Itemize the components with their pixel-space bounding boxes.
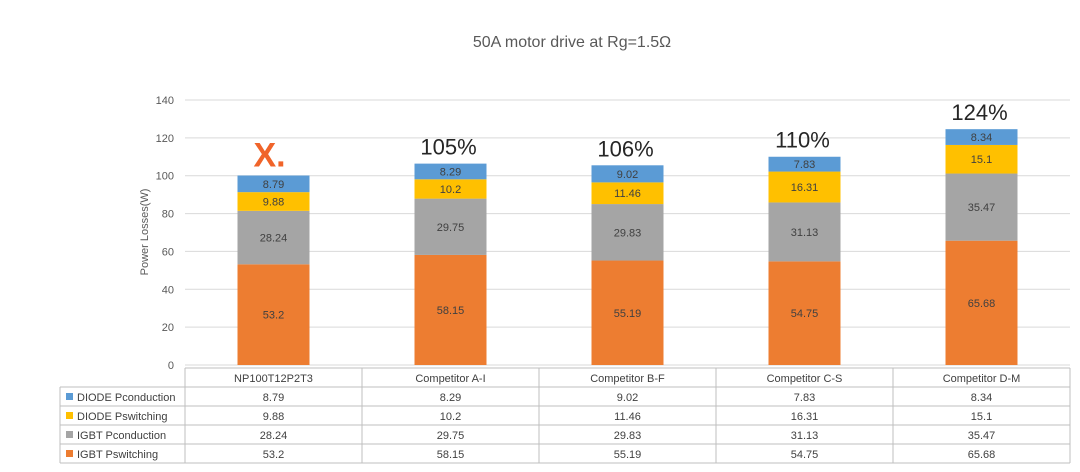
y-tick-label-80: 80	[162, 209, 174, 221]
data-label-igbt-pswitching-competitor-a-i: 58.15	[437, 305, 465, 317]
bar-diode-pswitching-competitor-d-m	[945, 144, 1018, 174]
data-label-diode-pconduction-competitor-a-i: 8.29	[440, 166, 461, 178]
y-axis-ticks: 0 20 40 60 80 100 120 140	[156, 95, 174, 372]
data-label-diode-pswitching-competitor-a-i: 10.2	[440, 184, 461, 196]
bar-igbt-pconduction-competitor-c-s	[768, 202, 841, 262]
legend-label-diode-pconduction: DIODE Pconduction	[77, 392, 175, 404]
x-tick-label-competitor-c-s: Competitor C-S	[767, 373, 843, 385]
data-label-igbt-pswitching-competitor-c-s: 54.75	[791, 308, 819, 320]
percent-annotation-competitor-a-i: 105%	[420, 135, 476, 160]
y-tick-label-40: 40	[162, 284, 174, 296]
table-cell-diode-pconduction-competitor-c-s: 7.83	[794, 392, 815, 404]
table-cell-diode-pconduction-competitor-d-m: 8.34	[971, 392, 992, 404]
y-tick-label-60: 60	[162, 246, 174, 258]
table-cell-diode-pswitching-np100t12p2t3: 9.88	[263, 411, 284, 423]
percent-annotation-competitor-c-s: 110%	[775, 128, 830, 153]
table-cell-diode-pconduction-competitor-a-i: 8.29	[440, 392, 461, 404]
bar-diode-pswitching-competitor-a-i	[414, 179, 487, 199]
legend-swatch-diode-pswitching	[66, 412, 73, 419]
y-tick-label-100: 100	[156, 171, 174, 183]
bar-igbt-pswitching-competitor-d-m	[945, 240, 1018, 365]
data-label-diode-pswitching-competitor-b-f: 11.46	[614, 188, 641, 200]
table-cell-igbt-pswitching-competitor-c-s: 54.75	[791, 449, 819, 461]
data-label-igbt-pswitching-np100t12p2t3: 53.2	[263, 310, 284, 322]
bar-diode-pconduction-competitor-b-f	[591, 165, 664, 183]
bar-igbt-pconduction-np100t12p2t3	[237, 210, 310, 265]
x-tick-label-np100t12p2t3: NP100T12P2T3	[234, 373, 313, 385]
table-cell-diode-pconduction-np100t12p2t3: 8.79	[263, 392, 284, 404]
bars: 53.2 28.24 9.88 8.79 58.15 29.75 10.2 8.29 55.19…	[237, 129, 1018, 365]
legend-swatch-igbt-pconduction	[66, 431, 73, 438]
table-cell-igbt-pswitching-np100t12p2t3: 53.2	[263, 449, 284, 461]
table-cell-diode-pswitching-competitor-a-i: 10.2	[440, 411, 461, 423]
bar-igbt-pswitching-np100t12p2t3	[237, 264, 310, 365]
data-label-igbt-pconduction-np100t12p2t3: 28.24	[260, 233, 288, 245]
bar-annotations: X. 105% 106% 110% 124%	[253, 100, 1007, 174]
y-axis-label: Power Losses(W)	[139, 189, 151, 276]
data-label-igbt-pconduction-competitor-b-f: 29.83	[614, 227, 642, 239]
x-tick-label-competitor-a-i: Competitor A-I	[415, 373, 485, 385]
bar-igbt-pswitching-competitor-c-s	[768, 261, 841, 365]
table-cell-diode-pswitching-competitor-c-s: 16.31	[791, 411, 819, 423]
table-cell-igbt-pswitching-competitor-d-m: 65.68	[968, 449, 996, 461]
data-label-diode-pswitching-competitor-c-s: 16.31	[791, 182, 819, 194]
data-label-igbt-pswitching-competitor-b-f: 55.19	[614, 308, 642, 320]
data-table: NP100T12P2T3 Competitor A-I Competitor B-F…	[59, 367, 1071, 464]
data-label-diode-pconduction-competitor-d-m: 8.34	[971, 132, 992, 144]
data-label-diode-pconduction-competitor-b-f: 9.02	[617, 169, 638, 181]
bar-diode-pconduction-competitor-a-i	[414, 163, 487, 180]
data-label-igbt-pconduction-competitor-d-m: 35.47	[968, 202, 996, 214]
bar-igbt-pconduction-competitor-b-f	[591, 204, 664, 261]
data-label-igbt-pswitching-competitor-d-m: 65.68	[968, 298, 996, 310]
bar-igbt-pconduction-competitor-d-m	[945, 173, 1018, 241]
percent-annotation-competitor-b-f: 106%	[597, 136, 653, 161]
chart-title: 50A motor drive at Rg=1.5Ω	[473, 34, 671, 51]
bar-igbt-pswitching-competitor-b-f	[591, 260, 664, 365]
legend-swatch-diode-pconduction	[66, 393, 73, 400]
table-cell-igbt-pconduction-competitor-c-s: 31.13	[791, 430, 819, 442]
table-cell-igbt-pconduction-competitor-b-f: 29.83	[614, 430, 642, 442]
bar-igbt-pconduction-competitor-a-i	[414, 198, 487, 255]
y-tick-label-140: 140	[156, 95, 174, 107]
table-cell-igbt-pconduction-competitor-a-i: 29.75	[437, 430, 465, 442]
data-label-diode-pconduction-np100t12p2t3: 8.79	[263, 179, 284, 191]
data-label-diode-pconduction-competitor-c-s: 7.83	[794, 159, 815, 171]
bar-diode-pswitching-np100t12p2t3	[237, 192, 310, 211]
x-tick-label-competitor-b-f: Competitor B-F	[590, 373, 665, 385]
y-tick-label-20: 20	[162, 322, 174, 334]
bar-diode-pswitching-competitor-b-f	[591, 182, 664, 205]
data-label-diode-pswitching-competitor-d-m: 15.1	[971, 154, 992, 166]
data-label-igbt-pconduction-competitor-c-s: 31.13	[791, 227, 819, 239]
bar-diode-pconduction-competitor-c-s	[768, 156, 841, 172]
legend-label-igbt-pswitching: IGBT Pswitching	[77, 449, 158, 461]
legend-label-igbt-pconduction: IGBT Pconduction	[77, 430, 166, 442]
bar-diode-pswitching-competitor-c-s	[768, 171, 841, 203]
table-cell-igbt-pconduction-competitor-d-m: 35.47	[968, 430, 996, 442]
x-tick-label-competitor-d-m: Competitor D-M	[943, 373, 1021, 385]
table-cell-igbt-pswitching-competitor-b-f: 55.19	[614, 449, 642, 461]
brand-logo: X.	[253, 137, 285, 175]
bar-igbt-pswitching-competitor-a-i	[414, 254, 487, 365]
bar-diode-pconduction-competitor-d-m	[945, 129, 1018, 145]
y-tick-label-120: 120	[156, 133, 174, 145]
data-label-diode-pswitching-np100t12p2t3: 9.88	[263, 196, 284, 208]
table-cell-diode-pswitching-competitor-b-f: 11.46	[614, 411, 641, 423]
table-cell-diode-pswitching-competitor-d-m: 15.1	[971, 411, 992, 423]
legend-label-diode-pswitching: DIODE Pswitching	[77, 411, 167, 423]
y-tick-label-0: 0	[168, 360, 174, 372]
table-cell-igbt-pswitching-competitor-a-i: 58.15	[437, 449, 465, 461]
bar-diode-pconduction-np100t12p2t3	[237, 175, 310, 193]
table-cell-igbt-pconduction-np100t12p2t3: 28.24	[260, 430, 288, 442]
data-label-igbt-pconduction-competitor-a-i: 29.75	[437, 222, 465, 234]
legend-swatch-igbt-pswitching	[66, 450, 73, 457]
percent-annotation-competitor-d-m: 124%	[951, 100, 1007, 125]
table-cell-diode-pconduction-competitor-b-f: 9.02	[617, 392, 638, 404]
